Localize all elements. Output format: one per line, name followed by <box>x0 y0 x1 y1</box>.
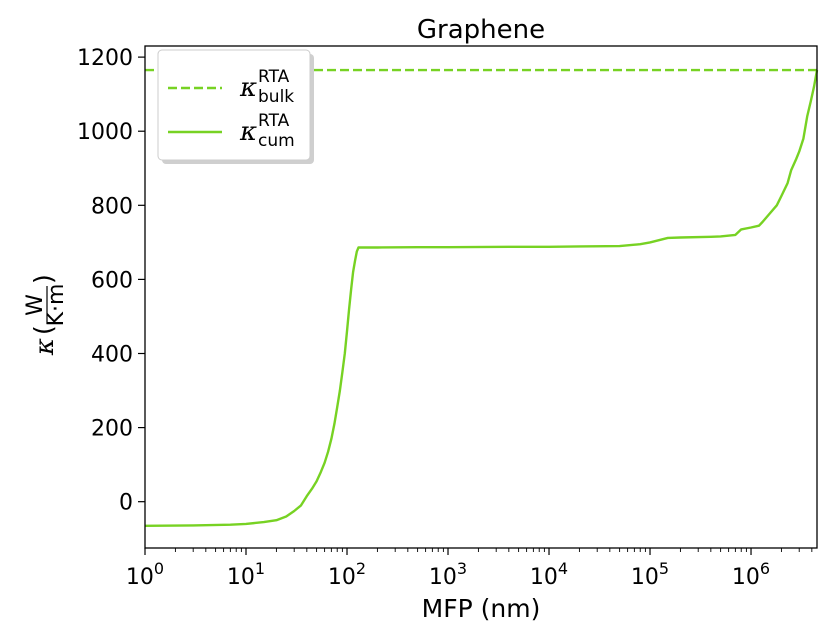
x-tick-label: 102 <box>328 559 366 590</box>
y-axis-paren-left: ( <box>29 325 58 335</box>
x-axis: 100 101 102 103 104 105 106 <box>126 548 813 590</box>
y-tick-label: 400 <box>91 342 133 367</box>
y-tick-label: 200 <box>91 417 133 442</box>
y-tick-label: 1200 <box>77 46 133 71</box>
chart-title: Graphene <box>417 15 545 45</box>
y-axis: 0 200 400 600 800 1000 1200 <box>77 46 145 516</box>
x-tick-label: 100 <box>126 559 164 590</box>
y-axis-paren-right: ) <box>29 274 58 284</box>
y-axis-unit-denominator: K·m <box>44 284 69 327</box>
x-tick-label: 101 <box>227 559 265 590</box>
legend-subscript: bulk <box>258 87 294 107</box>
x-tick-label: 106 <box>732 559 770 590</box>
legend-subscript: cum <box>258 131 295 151</box>
legend-label-bulk: κ <box>239 73 257 103</box>
x-tick-label: 103 <box>429 559 467 590</box>
x-tick-label: 104 <box>530 559 568 590</box>
y-tick-label: 800 <box>91 194 133 219</box>
x-axis-label: MFP (nm) <box>422 594 541 623</box>
y-axis-unit-numerator: W <box>23 294 48 316</box>
x-tick-label: 105 <box>631 559 669 590</box>
series-line-cum <box>144 69 819 527</box>
y-tick-label: 600 <box>91 268 133 293</box>
plot-frame <box>144 45 818 549</box>
y-axis-symbol: κ <box>30 338 60 356</box>
legend-superscript: RTA <box>258 67 290 87</box>
y-tick-label: 1000 <box>77 120 133 145</box>
y-axis-label: κ ( W K·m ) <box>23 274 69 356</box>
legend-superscript: RTA <box>258 111 290 131</box>
y-tick-label: 0 <box>119 491 133 516</box>
legend-label-cum: κ <box>239 117 257 147</box>
